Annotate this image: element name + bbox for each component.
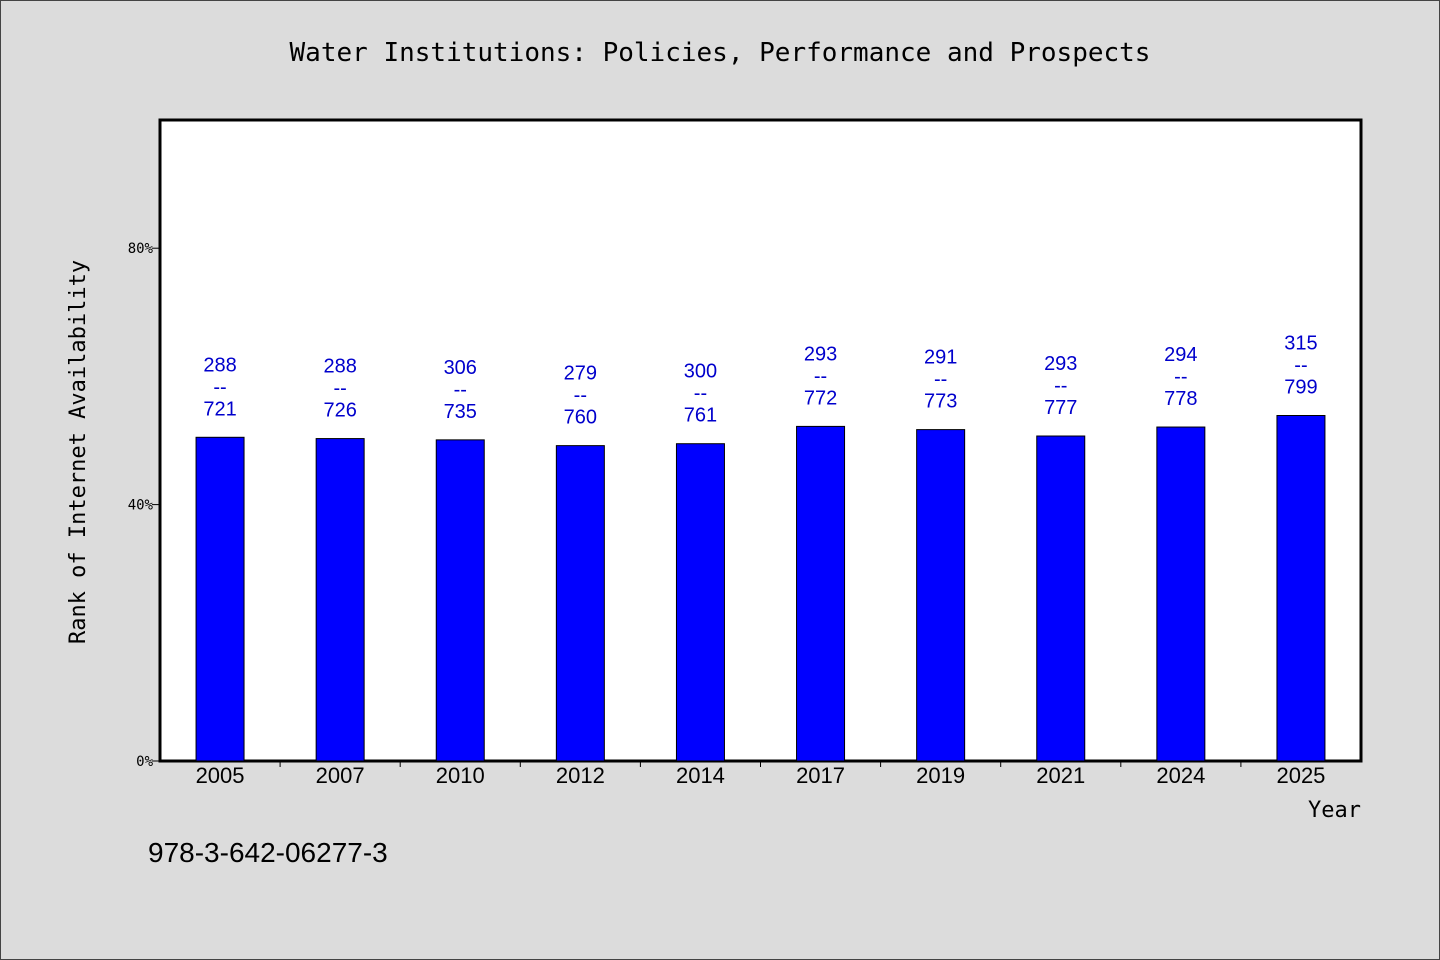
y-axis: 0% 40% 80% <box>128 241 160 770</box>
data-label-2012-line2: -- <box>574 385 587 407</box>
data-label-2010-line1: 306 <box>444 357 477 379</box>
x-tick-label-2012: 2012 <box>556 763 605 788</box>
y-tick-label-40%: 40% <box>128 498 154 514</box>
data-label-2010-line2: -- <box>454 379 467 401</box>
data-label-2012-line1: 279 <box>564 363 597 385</box>
x-tick-label-2010: 2010 <box>436 763 485 788</box>
bar-2010 <box>435 439 485 762</box>
data-label-2019-line1: 291 <box>924 347 957 369</box>
data-label-2024-line1: 294 <box>1164 344 1197 366</box>
bar-2005 <box>195 436 245 762</box>
y-axis-label: Rank of Internet Availability <box>66 260 91 644</box>
data-label-2019-line2: -- <box>934 369 947 391</box>
data-label-2014-line3: 761 <box>684 405 717 427</box>
data-label-2005-line3: 721 <box>203 398 236 420</box>
x-tick-label-2005: 2005 <box>196 763 245 788</box>
data-label-2017-line2: -- <box>814 365 827 387</box>
data-label-2005-line1: 288 <box>203 354 236 376</box>
y-tick-label-0%: 0% <box>136 754 153 770</box>
x-tick-label-2021: 2021 <box>1036 763 1085 788</box>
data-label-2025-line2: -- <box>1294 355 1307 377</box>
data-label-2017-line3: 772 <box>804 387 837 409</box>
bar-2021 <box>1036 435 1086 762</box>
data-labels-layer: 288--721288--726306--735279--760300--761… <box>203 333 1317 429</box>
isbn-footnote: 978-3-642-06277-3 <box>148 837 388 868</box>
x-tick-label-2007: 2007 <box>316 763 365 788</box>
bar-2012 <box>555 445 605 762</box>
data-label-2014-line2: -- <box>694 383 707 405</box>
data-label-2024-line3: 778 <box>1164 388 1197 410</box>
chart-title: Water Institutions: Policies, Performanc… <box>290 38 1151 68</box>
bar-2019 <box>916 429 966 762</box>
data-label-2014-line1: 300 <box>684 361 717 383</box>
x-tick-label-2024: 2024 <box>1156 763 1205 788</box>
bar-2024 <box>1156 426 1206 762</box>
data-label-2021-line1: 293 <box>1044 353 1077 375</box>
bar-2014 <box>675 443 725 762</box>
x-tick-label-2014: 2014 <box>676 763 725 788</box>
x-tick-label-2017: 2017 <box>796 763 845 788</box>
data-label-2007-line1: 288 <box>323 356 356 378</box>
data-label-2007-line3: 726 <box>323 400 356 422</box>
data-label-2021-line2: -- <box>1054 375 1067 397</box>
data-label-2010-line3: 735 <box>444 401 477 423</box>
data-label-2025-line3: 799 <box>1284 377 1317 399</box>
x-tick-label-2019: 2019 <box>916 763 965 788</box>
data-label-2007-line2: -- <box>333 378 346 400</box>
bar-2025 <box>1276 415 1326 762</box>
data-label-2017-line1: 293 <box>804 343 837 365</box>
y-tick-label-80%: 80% <box>128 241 154 257</box>
bar-2017 <box>796 425 846 762</box>
bar-2007 <box>315 438 365 762</box>
data-label-2024-line2: -- <box>1174 366 1187 388</box>
data-label-2005-line2: -- <box>213 376 226 398</box>
x-axis-label: Year <box>1308 798 1361 823</box>
data-label-2019-line3: 773 <box>924 391 957 413</box>
data-label-2021-line3: 777 <box>1044 397 1077 419</box>
bars-layer <box>195 415 1326 762</box>
data-label-2012-line3: 760 <box>564 407 597 429</box>
x-axis: 2005 2007 2010 2012 2014 2017 2019 2021 2024 2025 <box>196 761 1325 788</box>
x-tick-label-2025: 2025 <box>1276 763 1325 788</box>
data-label-2025-line1: 315 <box>1284 333 1317 355</box>
